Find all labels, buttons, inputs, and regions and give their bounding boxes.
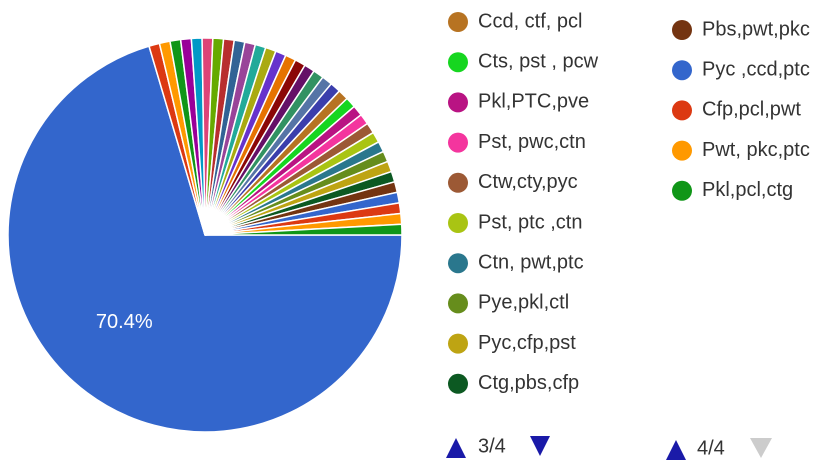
page-prev[interactable] <box>666 440 686 460</box>
legend-label: Pyc,cfp,pst <box>478 332 576 354</box>
legend-label: Cfp,pcl,pwt <box>702 99 801 121</box>
legend-swatch <box>672 100 692 121</box>
legend-label: Pbs,pwt,pkc <box>702 18 810 40</box>
legend-label: Pkl,pcl,ctg <box>702 179 793 201</box>
legend-swatch <box>672 60 692 81</box>
legend-swatch <box>448 92 468 113</box>
legend-label: Cts, pst , pcw <box>478 50 599 72</box>
legend-swatch <box>448 132 468 153</box>
page-indicator: 4/4 <box>697 437 725 459</box>
legend-label: Ctg,pbs,cfp <box>478 372 579 394</box>
legend-label: Ccd, ctf, pcl <box>478 10 582 32</box>
legend-swatch <box>448 373 468 394</box>
legend-label: Pkl,PTC,pve <box>478 91 589 113</box>
legend-label: Pye,pkl,ctl <box>478 292 569 314</box>
legend-label: Pst, pwc,ctn <box>478 131 586 153</box>
pager-1: 3/4 <box>446 435 550 458</box>
legend-label: Ctw,cty,pyc <box>478 171 578 193</box>
legend-swatch <box>448 213 468 233</box>
slice-label: 70.4% <box>96 311 153 333</box>
page-indicator: 3/4 <box>478 435 506 457</box>
legend-label: Pwt, pkc,ptc <box>702 139 810 161</box>
legend-swatch <box>448 253 468 274</box>
legend-swatch <box>448 12 468 32</box>
legend-swatch <box>448 333 468 354</box>
legend-swatch <box>672 140 692 161</box>
legend-swatch <box>448 52 468 73</box>
page-next[interactable] <box>530 436 550 456</box>
legend-swatch <box>448 293 468 314</box>
legend-label: Pst, ptc ,ctn <box>478 211 582 233</box>
legend-swatch <box>672 20 692 40</box>
pager-2: 4/4 <box>666 437 772 460</box>
pie-slice <box>204 223 403 236</box>
legend-label: Pyc ,ccd,ptc <box>702 58 810 80</box>
pie-slice <box>7 45 403 433</box>
page-next <box>750 438 772 458</box>
legend-label: Ctn, pwt,ptc <box>478 251 584 273</box>
legend-swatch <box>448 172 468 193</box>
page-prev[interactable] <box>446 438 466 458</box>
legend-swatch <box>672 180 692 201</box>
